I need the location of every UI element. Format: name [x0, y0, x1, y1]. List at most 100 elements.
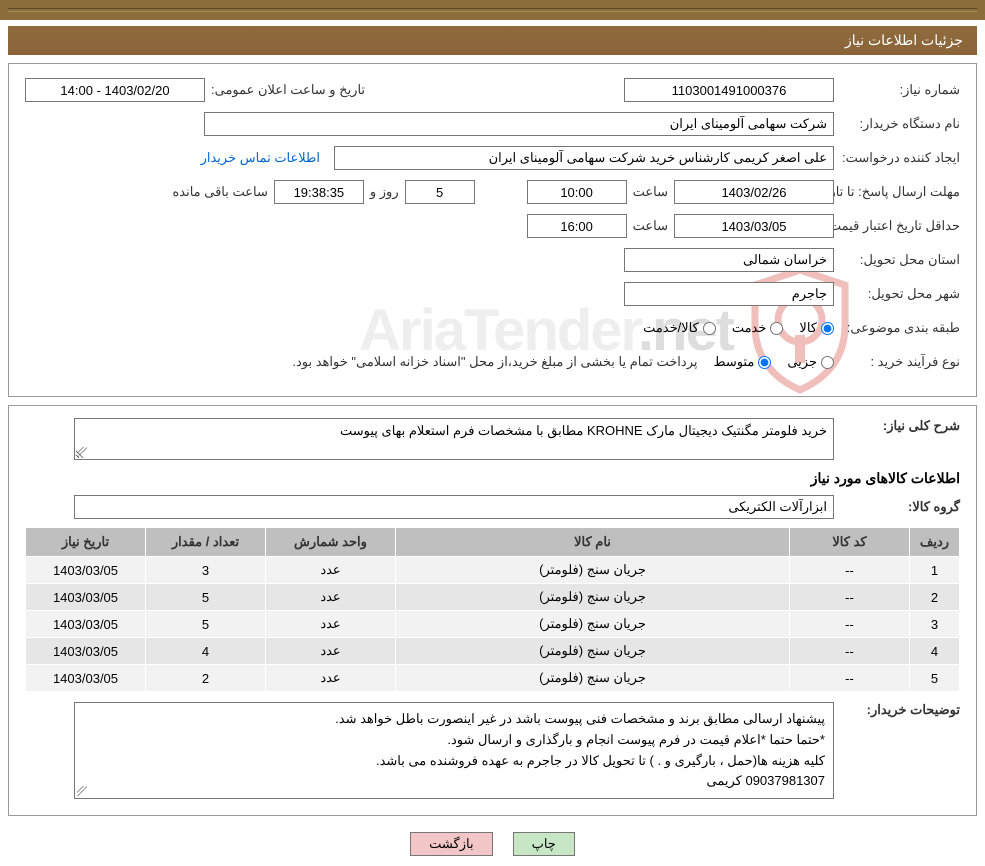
radio-service[interactable]: خدمت — [732, 320, 784, 336]
buyer-notes-line: کلیه هزینه ها(حمل ، بارگیری و . ) تا تحو… — [83, 751, 825, 772]
province-input[interactable] — [624, 248, 834, 272]
province-label: استان محل تحویل: — [840, 252, 960, 268]
table-row: 3--جریان سنج (فلومتر)عدد51403/03/05 — [26, 611, 960, 638]
table-cell: جریان سنج (فلومتر) — [396, 557, 790, 584]
radio-service-input[interactable] — [770, 322, 783, 335]
time-label-1: ساعت — [633, 184, 668, 200]
radio-partial-label: جزیی — [787, 354, 817, 370]
table-cell: عدد — [266, 584, 396, 611]
creator-label: ایجاد کننده درخواست: — [840, 150, 960, 166]
table-cell: جریان سنج (فلومتر) — [396, 611, 790, 638]
need-number-input[interactable] — [624, 78, 834, 102]
table-cell: 4 — [146, 638, 266, 665]
radio-medium-input[interactable] — [758, 356, 771, 369]
table-cell: 1 — [910, 557, 960, 584]
table-cell: -- — [790, 557, 910, 584]
time-label-2: ساعت — [633, 218, 668, 234]
table-cell: 3 — [146, 557, 266, 584]
resize-handle-icon[interactable] — [77, 447, 87, 457]
panel-title: جزئیات اطلاعات نیاز — [8, 26, 977, 55]
days-remaining-input[interactable] — [405, 180, 475, 204]
print-button[interactable]: چاپ — [513, 832, 575, 856]
table-cell: -- — [790, 638, 910, 665]
table-cell: 1403/03/05 — [26, 557, 146, 584]
radio-goods-input[interactable] — [821, 322, 834, 335]
table-row: 2--جریان سنج (فلومتر)عدد51403/03/05 — [26, 584, 960, 611]
city-label: شهر محل تحویل: — [840, 286, 960, 302]
deadline-time-input[interactable] — [527, 180, 627, 204]
buyer-notes-line: *حتما حتما *اعلام قیمت در فرم پیوست انجا… — [83, 730, 825, 751]
items-heading: اطلاعات کالاهای مورد نیاز — [25, 470, 960, 487]
process-radio-group: جزیی متوسط — [713, 354, 834, 370]
radio-medium-label: متوسط — [713, 354, 754, 370]
top-decor-bar — [0, 0, 985, 20]
th-qty: تعداد / مقدار — [146, 528, 266, 557]
table-cell: 1403/03/05 — [26, 638, 146, 665]
table-header-row: ردیف کد کالا نام کالا واحد شمارش تعداد /… — [26, 528, 960, 557]
table-cell: 1403/03/05 — [26, 584, 146, 611]
table-cell: عدد — [266, 638, 396, 665]
validity-time-input[interactable] — [527, 214, 627, 238]
group-input[interactable] — [74, 495, 834, 519]
table-cell: جریان سنج (فلومتر) — [396, 584, 790, 611]
th-name: نام کالا — [396, 528, 790, 557]
table-cell: 1403/03/05 — [26, 665, 146, 692]
category-radio-group: کالا خدمت کالا/خدمت — [643, 320, 834, 336]
deadline-date-input[interactable] — [674, 180, 834, 204]
table-cell: 3 — [910, 611, 960, 638]
buyer-notes-label: توضیحات خریدار: — [840, 702, 960, 718]
buyer-notes-textarea[interactable]: پیشنهاد ارسالی مطابق برند و مشخصات فنی پ… — [74, 702, 834, 799]
radio-goods-service-input[interactable] — [703, 322, 716, 335]
table-cell: 1403/03/05 — [26, 611, 146, 638]
payment-note: پرداخت تمام یا بخشی از مبلغ خرید،از محل … — [292, 354, 697, 370]
radio-goods-service[interactable]: کالا/خدمت — [643, 320, 716, 336]
desc-label: شرح کلی نیاز: — [840, 418, 960, 434]
desc-textarea[interactable]: خرید فلومتر مگنتیک دیجیتال مارک KROHNE م… — [74, 418, 834, 460]
group-label: گروه کالا: — [840, 499, 960, 515]
category-label: طبقه بندی موضوعی: — [840, 320, 960, 336]
th-unit: واحد شمارش — [266, 528, 396, 557]
radio-partial-input[interactable] — [821, 356, 834, 369]
radio-partial[interactable]: جزیی — [787, 354, 834, 370]
button-row: چاپ بازگشت — [0, 824, 985, 866]
table-cell: عدد — [266, 611, 396, 638]
deadline-label: مهلت ارسال پاسخ: تا تاریخ: — [840, 184, 960, 200]
buyer-notes-line: پیشنهاد ارسالی مطابق برند و مشخصات فنی پ… — [83, 709, 825, 730]
radio-service-label: خدمت — [732, 320, 767, 336]
announce-value-input[interactable] — [25, 78, 205, 102]
radio-medium[interactable]: متوسط — [713, 354, 771, 370]
table-cell: 4 — [910, 638, 960, 665]
need-number-label: شماره نیاز: — [840, 82, 960, 98]
th-date: تاریخ نیاز — [26, 528, 146, 557]
table-cell: عدد — [266, 665, 396, 692]
validity-date-input[interactable] — [674, 214, 834, 238]
buyer-notes-line: 09037981307 کریمی — [83, 771, 825, 792]
table-row: 5--جریان سنج (فلومتر)عدد21403/03/05 — [26, 665, 960, 692]
table-cell: 5 — [146, 611, 266, 638]
validity-label: حداقل تاریخ اعتبار قیمت: تا تاریخ: — [840, 218, 960, 234]
th-code: کد کالا — [790, 528, 910, 557]
table-cell: -- — [790, 611, 910, 638]
radio-goods-service-label: کالا/خدمت — [643, 320, 699, 336]
creator-input[interactable] — [334, 146, 834, 170]
buyer-org-input[interactable] — [204, 112, 834, 136]
table-cell: عدد — [266, 557, 396, 584]
table-cell: جریان سنج (فلومتر) — [396, 665, 790, 692]
table-cell: 5 — [146, 584, 266, 611]
back-button[interactable]: بازگشت — [410, 832, 492, 856]
buyer-contact-link[interactable]: اطلاعات تماس خریدار — [201, 150, 320, 166]
city-input[interactable] — [624, 282, 834, 306]
table-cell: 5 — [910, 665, 960, 692]
desc-text: خرید فلومتر مگنتیک دیجیتال مارک KROHNE م… — [340, 423, 827, 438]
table-cell: جریان سنج (فلومتر) — [396, 638, 790, 665]
radio-goods[interactable]: کالا — [799, 320, 834, 336]
countdown-input[interactable] — [274, 180, 364, 204]
remaining-label: ساعت باقی مانده — [172, 184, 267, 200]
resize-handle-icon[interactable] — [77, 786, 87, 796]
process-label: نوع فرآیند خرید : — [840, 354, 960, 370]
table-cell: -- — [790, 665, 910, 692]
items-table: ردیف کد کالا نام کالا واحد شمارش تعداد /… — [25, 527, 960, 692]
radio-goods-label: کالا — [799, 320, 817, 336]
th-row: ردیف — [910, 528, 960, 557]
table-cell: -- — [790, 584, 910, 611]
